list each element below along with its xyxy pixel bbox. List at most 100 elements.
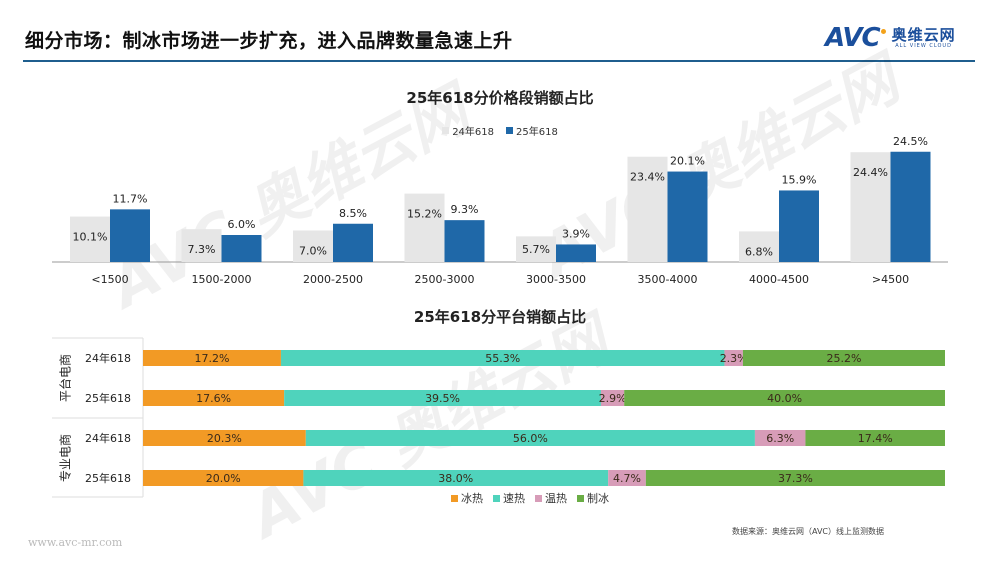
segment-label: 39.5% — [425, 392, 460, 405]
segment-label: 20.3% — [207, 432, 242, 445]
segment-label: 55.3% — [485, 352, 520, 365]
segment-label: 37.3% — [778, 472, 813, 485]
segment-冰热 — [143, 350, 281, 366]
legend-item-icehot: 冰热 — [451, 490, 483, 506]
legend-item-24: 24年618 — [442, 123, 494, 138]
legend-swatch-warmhot — [535, 494, 542, 502]
bar-24 — [70, 216, 110, 262]
platform-chart-legend: 冰热 速热 温热 制冰 — [0, 490, 1000, 506]
segment-label: 2.3% — [720, 352, 748, 365]
legend-swatch-25 — [506, 127, 513, 134]
data-label-25: 15.9% — [782, 173, 817, 186]
bar-25 — [444, 220, 485, 262]
segment-冰热 — [143, 390, 285, 406]
row-label: 25年618 — [85, 471, 131, 485]
x-tick-label: 1500-2000 — [192, 273, 252, 286]
bar-25 — [110, 209, 150, 262]
x-tick-label: 4000-4500 — [749, 273, 809, 286]
brand-logo: AVC 奥维云网 ALL VIEW CLOUD — [825, 23, 956, 53]
legend-label-fasthot: 速热 — [503, 492, 525, 505]
segment-温热 — [600, 390, 625, 406]
logo-cn-block: 奥维云网 ALL VIEW CLOUD — [892, 27, 956, 50]
data-label-25: 9.3% — [451, 203, 479, 216]
legend-swatch-icehot — [451, 494, 458, 502]
legend-swatch-fasthot — [493, 494, 500, 502]
legend-swatch-ice — [577, 494, 584, 502]
legend-label-25: 25年618 — [516, 127, 558, 138]
data-label-24: 10.1% — [73, 231, 108, 244]
title-divider — [23, 60, 975, 62]
bar-25 — [221, 235, 262, 262]
legend-label-icehot: 冰热 — [461, 492, 483, 505]
data-label-24: 6.8% — [745, 245, 773, 258]
data-label-24: 7.0% — [299, 245, 327, 258]
legend-item-ice: 制冰 — [577, 490, 609, 506]
bar-24 — [627, 156, 668, 262]
x-tick-label: <1500 — [91, 273, 128, 286]
segment-冰热 — [143, 430, 306, 446]
row-label: 24年618 — [85, 431, 131, 445]
segment-label: 56.0% — [513, 432, 548, 445]
segment-label: 6.3% — [766, 432, 794, 445]
legend-item-25: 25年618 — [506, 123, 558, 138]
logo-sub-text: ALL VIEW CLOUD — [895, 42, 952, 49]
logo-avc-text: AVC — [825, 23, 881, 53]
segment-label: 38.0% — [438, 472, 473, 485]
legend-item-fasthot: 速热 — [493, 490, 525, 506]
group-label: 平台电商 — [58, 354, 73, 402]
data-label-25: 24.5% — [893, 135, 928, 148]
group-label: 专业电商 — [58, 434, 73, 482]
bar-24 — [181, 229, 222, 262]
logo-dot-icon — [880, 28, 886, 34]
segment-label: 25.2% — [826, 352, 861, 365]
x-tick-label: 2500-3000 — [415, 273, 475, 286]
page-title: 细分市场：制冰市场进一步扩充，进入品牌数量急速上升 — [25, 30, 513, 52]
platform-chart-title: 25年618分平台销额占比 — [413, 308, 587, 326]
bar-25 — [779, 190, 819, 262]
segment-速热 — [303, 470, 609, 486]
segment-label: 4.7% — [613, 472, 641, 485]
segment-label: 20.0% — [206, 472, 241, 485]
bar-24 — [404, 193, 445, 262]
price-chart-legend: 24年618 25年618 — [0, 123, 1000, 138]
legend-label-24: 24年618 — [452, 127, 494, 138]
data-label-25: 6.0% — [228, 218, 256, 231]
data-label-25: 3.9% — [562, 227, 590, 240]
segment-label: 2.9% — [599, 392, 627, 405]
bar-24 — [293, 230, 333, 262]
data-label-25: 20.1% — [670, 155, 705, 168]
logo-cn-text: 奥维云网 — [891, 25, 956, 44]
segment-温热 — [724, 350, 743, 366]
legend-item-warmhot: 温热 — [535, 490, 567, 506]
legend-label-warmhot: 温热 — [545, 492, 567, 505]
segment-制冰 — [624, 390, 945, 406]
x-tick-label: 3000-3500 — [526, 273, 586, 286]
price-chart-title: 25年618分价格段销额占比 — [406, 89, 594, 107]
bar-25 — [890, 151, 931, 262]
segment-label: 40.0% — [767, 392, 802, 405]
segment-温热 — [608, 470, 646, 486]
price-segment-bar-chart: 10.1% 11.7% <1500 7.3% 6.0% 1500-2000 7.0% 8.5%… — [52, 135, 948, 286]
row-label: 25年618 — [85, 391, 131, 405]
segment-温热 — [754, 430, 806, 446]
segment-制冰 — [645, 470, 945, 486]
data-label-24: 24.4% — [853, 166, 888, 179]
x-tick-label: 2000-2500 — [303, 273, 363, 286]
data-label-24: 15.2% — [407, 208, 442, 221]
segment-制冰 — [742, 350, 945, 366]
segment-label: 17.2% — [194, 352, 229, 365]
data-label-25: 8.5% — [339, 207, 367, 220]
segment-label: 17.4% — [858, 432, 893, 445]
data-label-25: 11.7% — [113, 192, 148, 205]
bar-25 — [556, 244, 596, 262]
x-tick-label: >4500 — [872, 273, 909, 286]
legend-label-ice: 制冰 — [587, 492, 609, 505]
segment-冰热 — [143, 470, 304, 486]
data-label-24: 7.3% — [188, 243, 216, 256]
website-url: www.avc-mr.com — [28, 536, 123, 549]
legend-swatch-24 — [442, 127, 450, 134]
data-label-24: 5.7% — [522, 243, 550, 256]
segment-制冰 — [805, 430, 945, 446]
x-tick-label: 3500-4000 — [638, 273, 698, 286]
